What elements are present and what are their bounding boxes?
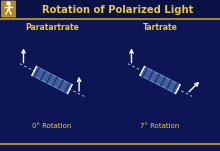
- Circle shape: [7, 2, 10, 5]
- FancyBboxPatch shape: [2, 1, 15, 17]
- Text: 7° Rotation: 7° Rotation: [140, 123, 180, 129]
- Polygon shape: [32, 66, 72, 93]
- Text: Rotation of Polarized Light: Rotation of Polarized Light: [42, 5, 194, 15]
- Polygon shape: [140, 66, 180, 93]
- Bar: [0, 0, 220, 19]
- Text: Paratartrate: Paratartrate: [25, 24, 79, 32]
- Text: Tartrate: Tartrate: [143, 24, 178, 32]
- Text: 0° Rotation: 0° Rotation: [32, 123, 72, 129]
